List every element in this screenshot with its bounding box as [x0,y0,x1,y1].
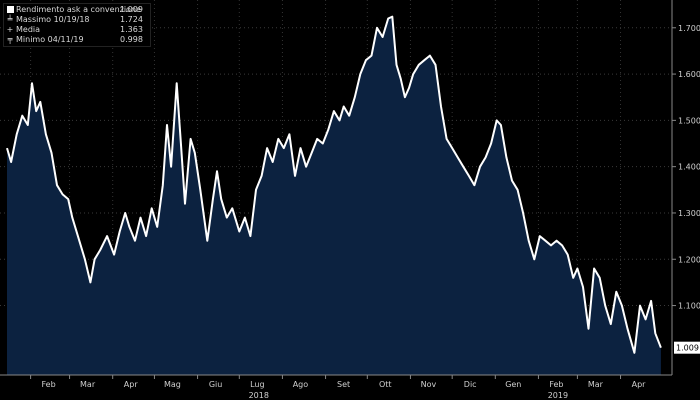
y-axis: 1.100 1.200 1.300 1.400 1.500 1.600 1.700 1.009 [671,0,700,375]
x-axis: Feb Mar Apr Mag Giu Lug Ago Set Ott Nov Dic Gen Feb M… [0,374,672,400]
y-tick-label: 1.300 [678,209,700,218]
x-tick-label: Set [337,380,350,389]
legend-label: Media [16,25,41,34]
x-tick-label: Giu [209,380,223,389]
x-tick-label: Dic [464,380,477,389]
x-tick-label: Feb [42,380,56,389]
x-tick-label: Gen [505,380,521,389]
series-line [6,15,662,354]
y-tick-label: 1.100 [678,302,700,311]
x-tick-label: Ago [293,380,309,389]
legend-value: 1.363 [120,25,143,34]
legend-value: 0.998 [120,35,143,44]
y-tick-label: 1.600 [678,70,700,79]
x-year-label: 2018 [249,391,269,400]
x-year-label: 2019 [548,391,568,400]
y-tick-label: 1.700 [678,24,700,33]
x-tick-label: Apr [124,380,139,389]
legend-down-tick-icon: ╤ [7,35,13,44]
x-tick-label: Feb [549,380,563,389]
legend-value: 1.724 [120,15,143,24]
y-tick-label: 1.200 [678,255,700,264]
legend-label: Rendimento ask a convenzione [16,5,141,14]
y-tick-label: 1.500 [678,116,700,125]
x-tick-label: Lug [250,380,264,389]
legend-label: Massimo 10/19/18 [16,15,90,24]
legend-item-series: Rendimento ask a convenzione 1.009 [6,5,148,15]
x-tick-label: Mar [80,380,96,389]
last-value-tag [674,341,700,354]
legend-item-max: ╧ Massimo 10/19/18 1.724 [6,15,148,25]
x-tick-label: Mar [588,380,604,389]
x-tick-label: Ott [379,380,392,389]
last-value-label: 1.009 [676,344,699,353]
legend-item-mean: + Media 1.363 [6,25,148,35]
legend-label: Minimo 04/11/19 [16,35,84,44]
legend-item-min: ╤ Minimo 04/11/19 0.998 [6,35,148,45]
y-tick-label: 1.400 [678,163,700,172]
legend-square-icon [6,5,14,15]
legend-up-tick-icon: ╧ [7,15,13,24]
x-tick-label: Apr [632,380,647,389]
x-tick-label: Mag [164,380,181,389]
legend-plus-icon: + [6,25,14,34]
legend-value: 1.009 [120,5,143,14]
chart-legend: Rendimento ask a convenzione 1.009 ╧ Mas… [3,3,151,47]
x-tick-label: Nov [421,380,437,389]
series-area-fill [7,16,661,375]
